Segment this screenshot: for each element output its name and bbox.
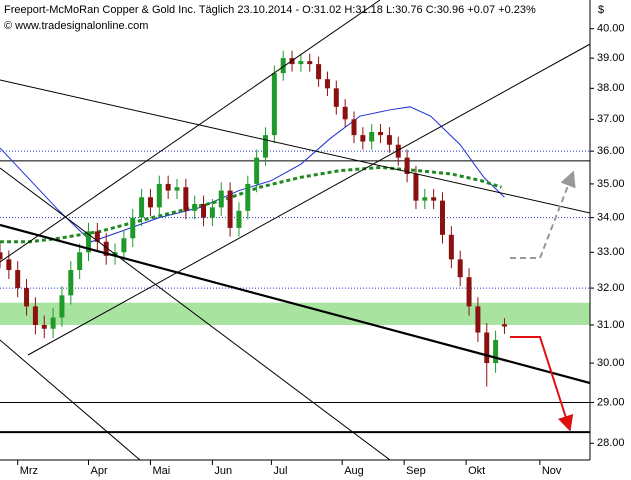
candle-body xyxy=(139,197,145,218)
candle-body xyxy=(201,204,207,218)
candle-body xyxy=(280,58,286,74)
projection-arrow xyxy=(510,336,574,432)
candle-body xyxy=(324,79,330,89)
moving-average xyxy=(0,165,502,244)
y-tick-label: 35.00 xyxy=(597,178,625,190)
candle-body xyxy=(360,135,366,142)
x-tick-label: Jun xyxy=(214,465,232,477)
candle-body xyxy=(351,119,357,136)
candle-body xyxy=(68,270,74,296)
candle-body xyxy=(307,61,313,65)
moving-average xyxy=(0,106,505,243)
trend-line xyxy=(0,223,590,385)
candle-body xyxy=(369,131,375,142)
projection-arrow xyxy=(510,170,576,259)
plot-area xyxy=(0,50,590,434)
trend-line xyxy=(27,43,590,356)
candle-body xyxy=(77,252,83,271)
candle-body xyxy=(404,157,410,174)
y-tick-label: 29.00 xyxy=(597,396,625,408)
candle-body xyxy=(448,234,454,260)
y-tick-label: 38.00 xyxy=(597,82,625,94)
candle-body xyxy=(183,187,189,211)
candle-body xyxy=(94,231,100,242)
candle-body xyxy=(484,332,490,364)
y-tick-label: 37.00 xyxy=(597,113,625,125)
candle-body xyxy=(24,288,30,307)
candle-body xyxy=(192,204,198,211)
y-tick-label: 31.00 xyxy=(597,319,625,331)
candle-body xyxy=(103,241,109,256)
candle-body xyxy=(156,183,162,208)
candle-body xyxy=(130,217,136,239)
y-tick-label: 32.00 xyxy=(597,282,625,294)
candle-body xyxy=(245,183,251,211)
candle-body xyxy=(165,183,171,191)
candle-body xyxy=(174,187,180,191)
trend-line xyxy=(0,0,381,263)
candle-body xyxy=(395,144,401,158)
candle-body xyxy=(32,306,38,325)
candle-body xyxy=(298,61,304,65)
y-tick-label: 34.00 xyxy=(597,212,625,224)
candle-body xyxy=(493,340,499,364)
candle-body xyxy=(501,324,507,327)
candle-body xyxy=(475,306,481,333)
currency-label: $ xyxy=(598,4,604,16)
trend-line xyxy=(0,79,590,214)
candle-body xyxy=(466,277,472,307)
candle-body xyxy=(15,270,21,289)
x-tick-label: Mai xyxy=(152,465,170,477)
candle-body xyxy=(86,231,91,253)
trend-line xyxy=(0,339,141,460)
x-tick-label: Aug xyxy=(344,465,364,477)
candle-body xyxy=(271,73,277,136)
y-tick-label: 33.00 xyxy=(597,246,625,258)
candle-body xyxy=(59,295,65,318)
candle-body xyxy=(457,259,463,278)
y-tick-label: 30.00 xyxy=(597,357,625,369)
x-tick-label: Nov xyxy=(542,465,562,477)
candle-body xyxy=(342,106,348,120)
trend-line xyxy=(0,167,391,460)
candle-body xyxy=(316,64,322,80)
y-tick-label: 36.00 xyxy=(597,145,625,157)
candle-body xyxy=(41,324,47,329)
candle-body xyxy=(431,197,437,201)
candle-body xyxy=(413,173,419,201)
candle-body xyxy=(147,197,153,208)
candle-body xyxy=(209,207,215,218)
candle-body xyxy=(121,238,127,253)
candle-body xyxy=(333,88,339,107)
x-tick-label: Apr xyxy=(91,465,108,477)
y-tick-label: 28.00 xyxy=(597,437,625,449)
candle-body xyxy=(227,190,233,228)
candle-body xyxy=(422,197,428,201)
candle-body xyxy=(263,135,268,158)
x-tick-label: Jul xyxy=(273,465,287,477)
candle-body xyxy=(254,157,260,184)
candle-body xyxy=(236,210,242,228)
candle-body xyxy=(440,200,445,235)
y-tick-label: 40.00 xyxy=(597,23,625,35)
y-tick-label: 39.00 xyxy=(597,52,625,64)
candle-body xyxy=(386,135,392,145)
candle-body xyxy=(0,252,3,260)
watermark: © www.tradesignalonline.com xyxy=(4,20,148,32)
chart-title: Freeport-McMoRan Copper & Gold Inc. Tägl… xyxy=(4,4,536,16)
x-tick-label: Sep xyxy=(406,465,426,477)
support-zone xyxy=(0,302,590,325)
x-tick-label: Okt xyxy=(468,465,485,477)
trend-lines xyxy=(0,0,590,460)
x-tick-label: Mrz xyxy=(20,465,38,477)
candle-body xyxy=(378,131,384,136)
candle-body xyxy=(218,190,224,208)
candle-body xyxy=(6,259,12,271)
candle-body xyxy=(50,317,56,329)
